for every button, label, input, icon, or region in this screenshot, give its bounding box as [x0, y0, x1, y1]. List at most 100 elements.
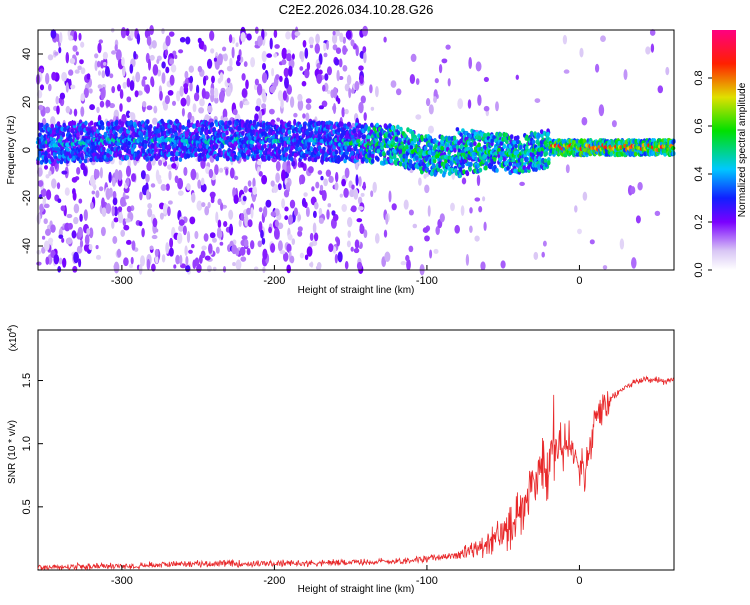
spectrogram-cell [240, 213, 245, 221]
spectrogram-cell [460, 205, 465, 216]
spectrogram-cell [299, 66, 304, 71]
spectrogram-cell [390, 80, 397, 88]
spectrogram-cell [189, 152, 194, 158]
spectrogram-cell [358, 65, 364, 71]
spectrogram-cell [70, 84, 76, 90]
spectrogram-cell [405, 254, 410, 262]
spectrogram-cell [495, 101, 499, 112]
spectrogram-cell [429, 249, 433, 259]
spectrogram-cell [254, 113, 259, 122]
spectrogram-cell [281, 58, 287, 66]
spectrogram-cell [318, 217, 324, 224]
spectrogram-cell [174, 156, 179, 161]
spectrogram-cell [533, 251, 539, 260]
spectrogram-cell [169, 74, 175, 86]
spectrogram-cell [363, 229, 368, 239]
spectrogram-cell [480, 261, 486, 271]
spectrogram-cell [237, 54, 241, 62]
spectrogram-cell [219, 241, 224, 246]
spectrogram-cell [214, 60, 220, 70]
spectrogram-cell [353, 248, 360, 254]
spectrogram-cell [235, 259, 242, 271]
spectrogram-cell [57, 198, 62, 204]
spectrogram-cell [243, 239, 249, 248]
spectrogram-cell [299, 51, 303, 60]
spectrogram-cell [335, 47, 342, 55]
spectrogram-cell [290, 145, 294, 151]
spectrogram-cell [45, 157, 49, 163]
spectrogram-cell [76, 167, 81, 175]
spectrogram-cell [370, 122, 374, 128]
spectrogram-cell [68, 133, 72, 139]
spectrogram-cell [468, 57, 473, 69]
spectrogram-cell [302, 124, 307, 130]
spectrogram-cell [293, 112, 298, 118]
spectrogram-cell [297, 230, 303, 237]
spectrogram-cell [45, 72, 50, 85]
spectrogram-cell [375, 122, 380, 128]
spectrogram-cell [284, 206, 289, 212]
spectrogram-cell [170, 64, 177, 73]
spectrogram-cell [50, 157, 55, 163]
figure-title: C2E2.2026.034.10.28.G26 [279, 2, 434, 17]
spectrogram-cell [100, 89, 105, 101]
spectrogram-cell [519, 145, 523, 150]
spectrogram-cell [101, 207, 107, 217]
spectrogram-cell [125, 165, 132, 177]
spectrogram-cell [291, 30, 296, 40]
spectrogram-cell [431, 151, 436, 157]
spectrogram-cell [167, 206, 171, 217]
spectrogram-cell [206, 265, 212, 273]
spectrogram-cell [128, 112, 135, 117]
spectrogram-cell [141, 227, 145, 238]
spectrogram-cell [424, 184, 430, 194]
spectrogram-cell [288, 214, 293, 225]
spectrogram-cell [136, 33, 141, 45]
spectrogram-cell [111, 85, 116, 94]
spectrogram-cell [133, 123, 138, 129]
spectrogram-cell [62, 257, 67, 268]
spectrogram-cell [161, 254, 166, 263]
spectrogram-cell [332, 30, 336, 36]
spectrogram-cell [326, 66, 333, 76]
spectrogram-cell [111, 50, 117, 55]
spectrogram-cell [214, 164, 219, 176]
spectrogram-cell [207, 105, 213, 114]
spectrogram-cell [246, 149, 250, 155]
spectrogram-cell [301, 197, 307, 207]
spectrogram-cell [312, 222, 317, 234]
spectrogram-cell [465, 171, 470, 177]
spectrogram-cell [205, 166, 210, 175]
spectrogram-cell [286, 122, 291, 128]
spectrogram-cell [342, 45, 347, 56]
spectrogram-cell [65, 105, 71, 114]
spectrogram-cell [133, 50, 137, 60]
spectrogram-cell [346, 74, 352, 86]
spectrogram-cell [97, 70, 102, 76]
spectrogram-cell [457, 148, 462, 154]
spectrogram-cell [202, 156, 207, 162]
spectrogram-cell [195, 172, 199, 180]
spectrogram-cell [299, 252, 305, 259]
spectrogram-cell [245, 119, 249, 125]
spectrogram-cell [473, 141, 477, 147]
spectrogram-cell [178, 49, 184, 54]
spectrogram-cell [57, 265, 62, 273]
spectrogram-cell [80, 106, 85, 117]
spectrogram-cell [277, 90, 283, 102]
spectrogram-cell [589, 239, 595, 245]
spectrogram-cell [291, 238, 296, 245]
spectrogram-cell [262, 206, 268, 218]
spectrogram-cell [141, 78, 146, 87]
spectrogram-cell [215, 122, 219, 127]
spectrogram-cell [469, 207, 473, 214]
spectrogram-cell [338, 58, 343, 68]
spectrogram-cell [279, 250, 286, 255]
spectrogram-cell [100, 121, 105, 127]
spectrogram-cell [209, 122, 213, 128]
spectrogram-cell [157, 133, 161, 139]
spectrogram-cell [389, 158, 394, 164]
spectrogram-cell [200, 127, 205, 132]
spectrogram-cell [360, 95, 366, 104]
spectrogram-cell [231, 244, 238, 255]
